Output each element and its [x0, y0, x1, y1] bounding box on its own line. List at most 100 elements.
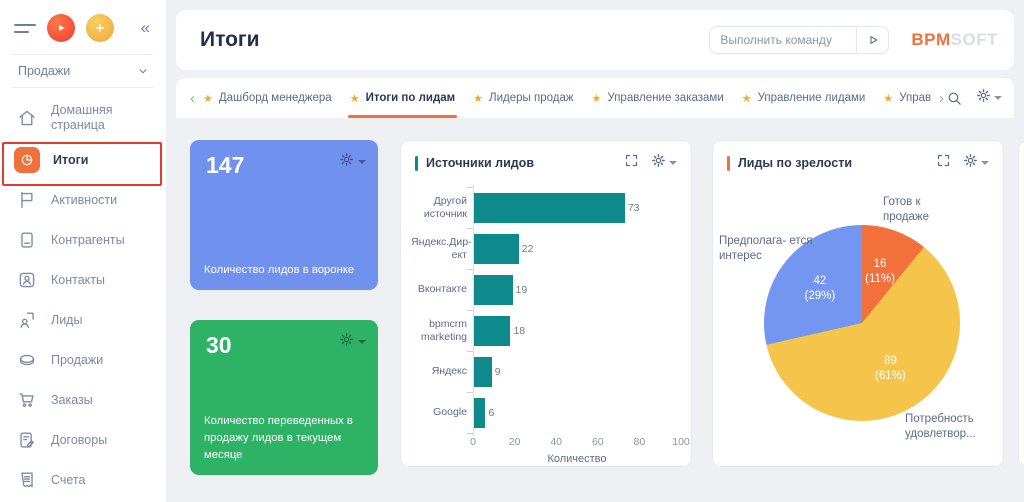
search-icon[interactable] — [946, 90, 963, 107]
metric-value: 147 — [206, 152, 245, 178]
run-process-button[interactable] — [47, 14, 75, 42]
bar[interactable] — [473, 315, 511, 346]
bar-track: 9 — [473, 356, 681, 387]
x-axis-tick-label: 80 — [633, 436, 646, 448]
pie-callout-ready-to-sale: Готов к продаже — [883, 196, 929, 223]
card-settings-menu[interactable] — [339, 152, 366, 172]
bar[interactable] — [473, 233, 519, 264]
tabs-container: ★ Дашборд менеджера ★ Итоги по лидам ★ Лиде… — [203, 78, 931, 118]
page-header: Итоги BPMSOFT — [176, 10, 1014, 70]
page-title: Итоги — [200, 28, 260, 51]
sidebar-item-orders[interactable]: Заказы — [0, 380, 166, 420]
bar[interactable] — [473, 356, 492, 387]
tab-lead-results[interactable]: ★ Итоги по лидам — [347, 78, 458, 118]
workspace-label: Продажи — [18, 64, 71, 78]
bar-track: 18 — [473, 315, 681, 346]
collapse-sidebar-icon[interactable]: « — [140, 18, 150, 37]
caret-down-icon — [358, 340, 366, 344]
x-axis-tick-label: 0 — [470, 436, 476, 448]
contact-card-icon — [19, 272, 35, 288]
sidebar-toolbar: « — [0, 0, 166, 54]
axis-tick — [467, 432, 473, 434]
tabs-scroll-left-icon[interactable]: ‹ — [190, 89, 195, 107]
axis-tick — [467, 309, 473, 311]
fullscreen-icon[interactable] — [624, 153, 639, 173]
pie[interactable] — [764, 225, 960, 421]
pie-slice-value-label: 89 (61%) — [875, 354, 906, 382]
y-axis-line — [473, 184, 474, 436]
coin-disc-icon — [19, 354, 35, 366]
quick-add-button[interactable] — [86, 14, 114, 42]
sidebar-item-label: Активности — [51, 192, 118, 207]
gear-icon — [651, 153, 666, 173]
divider — [12, 87, 154, 88]
panel-settings-menu[interactable] — [963, 153, 989, 173]
tab-sales-leaders[interactable]: ★ Лидеры продаж — [473, 92, 574, 105]
bar-value-label: 73 — [627, 201, 640, 214]
tab-lead-management[interactable]: ★ Управление лидами — [741, 92, 866, 105]
x-axis-tick-label: 40 — [550, 436, 563, 448]
panel-settings-menu[interactable] — [651, 153, 677, 173]
bar-row: bpmcrm marketing 18 — [411, 310, 683, 351]
sidebar-nav: Домашняя страница Итоги Активности Контр… — [0, 88, 166, 500]
plus-icon — [96, 24, 104, 32]
sidebar-item-invoices[interactable]: Счета — [0, 460, 166, 500]
bar-chart: Другой источник 73 Яндекс.Дир-ект 22 Вконтакт… — [411, 184, 690, 465]
card-settings-menu[interactable] — [339, 332, 366, 352]
menu-icon[interactable] — [14, 23, 36, 33]
sidebar-item-label: Лиды — [51, 312, 83, 327]
metric-card-leads-in-funnel[interactable]: 147 Количество лидов в воронке — [190, 140, 378, 290]
caret-down-icon — [669, 161, 677, 165]
metric-card-leads-converted[interactable]: 30 Количество переведенных в продажу лид… — [190, 320, 378, 475]
sidebar-item-label: Контрагенты — [51, 232, 125, 247]
pie-slice-value-label: 16 (11%) — [865, 258, 895, 286]
bar-row: Яндекс 9 — [411, 351, 683, 392]
metric-caption: Количество переведенных в продажу лидов … — [204, 415, 353, 462]
bar-value-label: 22 — [521, 242, 534, 255]
sidebar-item-label: Домашняя страница — [51, 103, 113, 132]
bar-row: Google 6 — [411, 392, 683, 433]
sidebar-item-dashboards[interactable]: Итоги — [0, 140, 166, 180]
bar-track: 22 — [473, 233, 681, 264]
tabs-scroll-right-icon[interactable]: › — [939, 89, 944, 107]
bar-category-label: Другой источник — [423, 194, 467, 220]
command-bar — [709, 26, 890, 54]
axis-tick — [467, 227, 473, 229]
sidebar-item-sales[interactable]: Продажи — [0, 340, 166, 380]
metric-value: 30 — [206, 332, 232, 358]
sidebar-item-activities[interactable]: Активности — [0, 180, 166, 220]
bar-value-label: 19 — [515, 283, 528, 296]
sidebar-item-label: Продажи — [51, 352, 104, 367]
bar[interactable] — [473, 192, 625, 223]
flag-icon — [21, 191, 33, 209]
tabstrip-actions — [946, 88, 1002, 108]
x-axis-tick-label: 20 — [508, 436, 521, 448]
settings-gear-menu[interactable] — [976, 88, 1002, 108]
caret-down-icon — [994, 96, 1002, 100]
sidebar-item-leads[interactable]: Лиды — [0, 300, 166, 340]
next-panel-edge — [1018, 140, 1024, 467]
gear-icon — [976, 88, 991, 108]
sidebar-item-home[interactable]: Домашняя страница — [0, 96, 166, 140]
tab-order-management[interactable]: ★ Управление заказами — [591, 92, 724, 105]
axis-tick — [467, 186, 473, 188]
run-command-button[interactable] — [856, 27, 888, 53]
command-input[interactable] — [710, 33, 857, 47]
tab-case-management[interactable]: ★Управление обраще — [883, 92, 931, 105]
caret-down-icon — [981, 161, 989, 165]
bar[interactable] — [473, 274, 513, 305]
sidebar-item-accounts[interactable]: Контрагенты — [0, 220, 166, 260]
workspace-selector[interactable]: Продажи — [0, 55, 166, 87]
fullscreen-icon[interactable] — [936, 153, 951, 173]
bar-row: Яндекс.Дир-ект 22 — [411, 228, 683, 269]
sidebar-item-label: Договоры — [51, 432, 108, 447]
bar-category-label: Google — [433, 406, 467, 419]
sidebar-item-contacts[interactable]: Контакты — [0, 260, 166, 300]
sidebar-item-contracts[interactable]: Договоры — [0, 420, 166, 460]
bar-value-label: 9 — [494, 365, 501, 378]
bar[interactable] — [473, 397, 486, 428]
tab-dashboard-manager[interactable]: ★ Дашборд менеджера — [203, 92, 332, 105]
bar-category-label: Вконтакте — [417, 283, 467, 296]
bar-track: 6 — [473, 397, 681, 428]
